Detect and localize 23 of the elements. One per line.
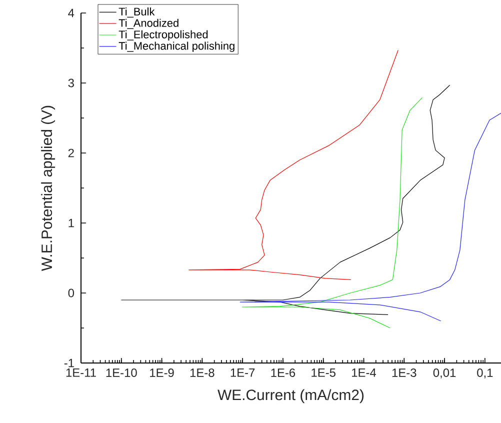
legend-label: Ti_Mechanical polishing — [118, 42, 234, 52]
x-tick-label: 1E-9 — [150, 368, 174, 377]
y-tick-label: 4 — [68, 8, 74, 18]
x-tick-label: 1E-8 — [190, 368, 214, 377]
y-tick-label: -1 — [64, 358, 74, 368]
legend-label: Ti_Bulk — [118, 7, 155, 18]
legend-label: Ti_Anodized — [118, 18, 178, 29]
y-tick-label: 0 — [68, 288, 74, 298]
x-tick-label: 1E-6 — [271, 368, 296, 377]
x-tick-label: 1E-5 — [312, 368, 336, 377]
x-tick-label: 1E-11 — [66, 368, 96, 377]
y-tick-label: 1 — [68, 218, 74, 228]
x-tick-label: 1E-4 — [352, 368, 376, 377]
x-tick-label: 0,1 — [477, 368, 493, 378]
x-tick-label: 1E-10 — [106, 368, 137, 377]
y-axis-title: W.E.Potential applied (V) — [41, 106, 56, 271]
y-tick-label: 3 — [68, 78, 74, 88]
x-tick-label: 0,01 — [433, 368, 456, 378]
legend-label: Ti_Electropolished — [118, 30, 208, 40]
y-tick-label: 2 — [68, 148, 74, 158]
x-axis-title: WE.Current (mA/cm2) — [218, 389, 364, 404]
x-tick-label: 1E-7 — [230, 368, 255, 377]
x-tick-label: 1E-3 — [392, 368, 416, 377]
